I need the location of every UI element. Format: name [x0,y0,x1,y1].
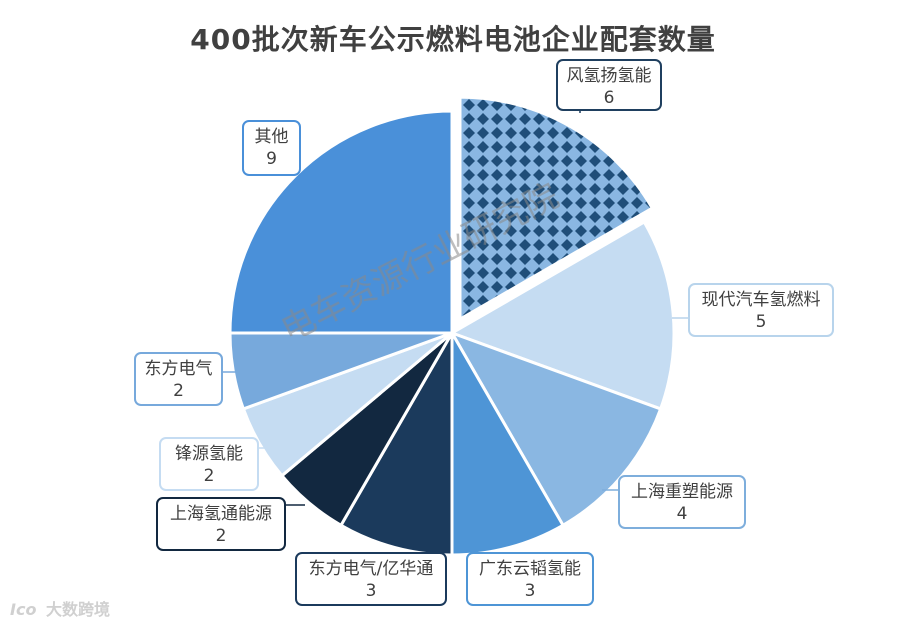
pie-slice [448,330,663,528]
slice-label: 其他 [255,127,289,147]
slice-label: 上海氢通能源 [170,504,272,524]
label-box [556,59,662,111]
slice-label: 现代汽车氢燃料 [702,290,821,310]
slice-value: 9 [266,149,277,169]
label-box [242,120,301,176]
pie-slice [450,327,566,557]
label-box [618,475,746,529]
slice-label: 锋源氢能 [175,444,243,464]
brand-logo: Ico 大数跨境 [10,596,110,620]
pie-slice [458,95,655,322]
brand-text: 大数跨境 [46,600,111,619]
data-label: 其他9 [242,120,301,176]
label-box [156,497,286,551]
slice-label: 东方电气 [145,359,213,379]
pie-slice [228,109,454,335]
label-box [159,437,259,491]
slice-value: 5 [756,312,767,332]
label-box [134,352,223,406]
pie-slice [338,327,454,557]
slice-label: 广东云韬氢能 [479,559,581,579]
slice-value: 4 [677,504,688,524]
brand-mark: Ico [10,600,37,619]
label-box [295,552,447,606]
label-box [466,552,594,606]
chart-title: 400批次新车公示燃料电池企业配套数量 [190,23,716,56]
slice-label: 东方电气/亿华通 [309,559,434,579]
slice-value: 6 [604,88,615,108]
slice-value: 2 [173,381,184,401]
slice-value: 2 [216,526,227,546]
slice-label: 风氢扬氢能 [567,66,652,86]
slice-value: 3 [366,581,377,601]
slice-label: 上海重塑能源 [631,482,733,502]
slice-value: 2 [204,466,215,486]
slice-value: 3 [525,581,536,601]
pie-slice [448,219,676,411]
label-box [688,283,834,337]
